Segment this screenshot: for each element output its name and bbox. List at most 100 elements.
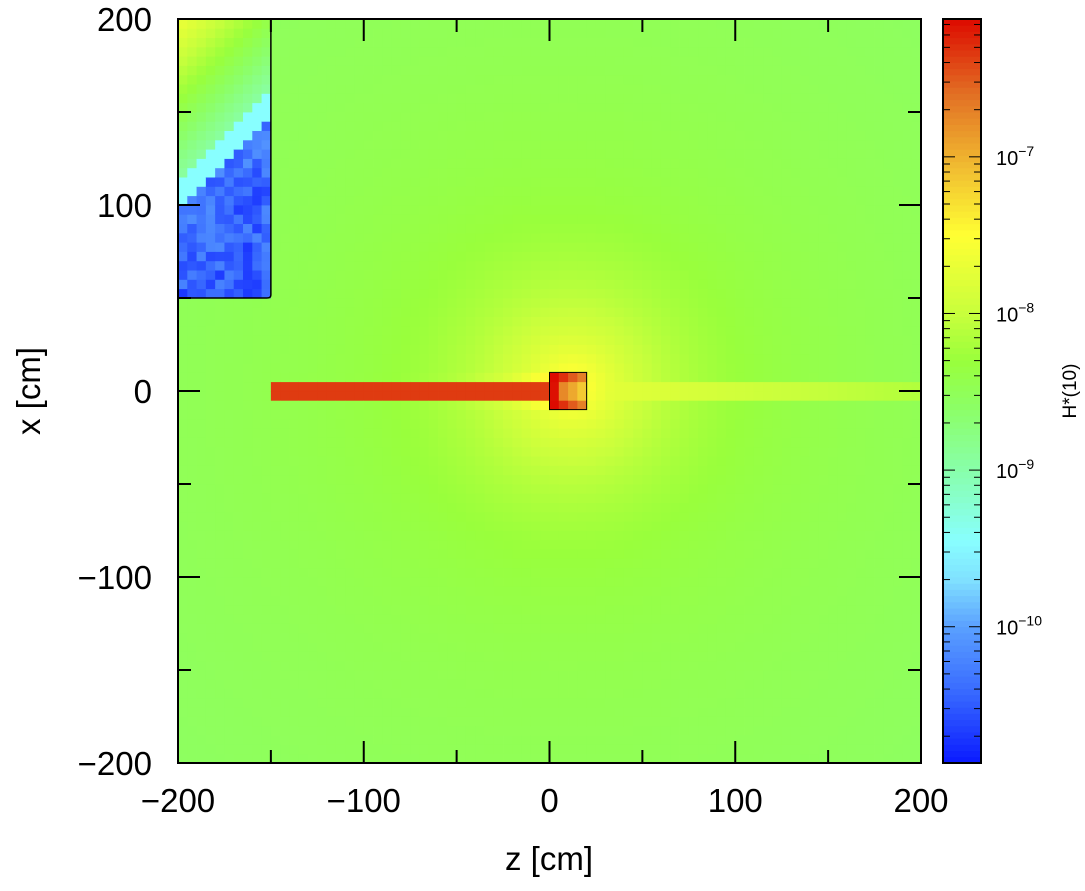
- heatmap-cell: [391, 93, 402, 104]
- heatmap-cell: [549, 456, 560, 466]
- heatmap-cell: [670, 707, 680, 717]
- heatmap-cell: [670, 242, 680, 252]
- heatmap-cell: [233, 46, 244, 57]
- heatmap-cell: [196, 205, 207, 215]
- heatmap-cell: [280, 484, 290, 494]
- heatmap-cell: [558, 28, 569, 38]
- heatmap-cell: [438, 716, 448, 727]
- heatmap-cell: [428, 409, 439, 420]
- heatmap-cell: [586, 298, 597, 308]
- heatmap-cell: [196, 586, 207, 596]
- heatmap-cell: [205, 19, 216, 29]
- heatmap-cell: [196, 502, 207, 513]
- heatmap-cell: [475, 493, 485, 503]
- heatmap-cell: [354, 46, 365, 57]
- heatmap-cell: [521, 632, 532, 643]
- heatmap-cell: [688, 19, 699, 29]
- heatmap-cell: [512, 232, 523, 243]
- heatmap-cell: [438, 363, 448, 373]
- heatmap-cell: [400, 614, 411, 624]
- heatmap-cell: [465, 735, 476, 745]
- heatmap-cell: [698, 195, 708, 206]
- heatmap-cell: [280, 502, 290, 513]
- heatmap-cell: [503, 363, 513, 373]
- heatmap-cell: [642, 260, 653, 271]
- heatmap-cell: [549, 446, 560, 457]
- heatmap-cell: [698, 679, 708, 689]
- heatmap-cell: [187, 688, 197, 699]
- heatmap-cell: [651, 298, 662, 308]
- heatmap-cell: [493, 84, 504, 94]
- heatmap-cell: [633, 577, 643, 587]
- heatmap-cell: [660, 335, 671, 345]
- heatmap-cell: [270, 623, 281, 634]
- heatmap-cell: [326, 418, 337, 429]
- heatmap-cell: [558, 697, 569, 708]
- heatmap-cell: [178, 74, 188, 85]
- heatmap-cell: [623, 84, 634, 94]
- heatmap-cell: [716, 353, 727, 364]
- heatmap-cell: [205, 651, 216, 662]
- heatmap-cell: [196, 112, 207, 122]
- heatmap-cell: [660, 465, 671, 476]
- heatmap-cell: [623, 74, 634, 85]
- heatmap-cell: [521, 37, 532, 48]
- heatmap-cell: [335, 465, 346, 476]
- heatmap-cell: [493, 651, 504, 662]
- heatmap-cell: [252, 437, 262, 448]
- heatmap-cell: [438, 437, 448, 448]
- heatmap-cell: [512, 130, 523, 141]
- heatmap-cell: [521, 409, 532, 420]
- heatmap-cell: [280, 558, 290, 569]
- heatmap-cell: [540, 195, 550, 206]
- heatmap-cell: [716, 688, 727, 699]
- heatmap-cell: [391, 65, 402, 76]
- heatmap-cell: [512, 744, 523, 755]
- heatmap-cell: [521, 391, 532, 401]
- heatmap-cell: [586, 186, 597, 197]
- heatmap-cell: [568, 511, 578, 522]
- heatmap-cell: [326, 660, 337, 671]
- heatmap-cell: [205, 493, 216, 503]
- heatmap-cell: [456, 288, 467, 299]
- heatmap-cell: [651, 409, 662, 420]
- heatmap-cell: [187, 149, 197, 159]
- heatmap-cell: [280, 586, 290, 596]
- heatmap-cell: [438, 428, 448, 438]
- heatmap-cell: [577, 614, 588, 624]
- heatmap-cell: [326, 288, 337, 299]
- heatmap-cell: [298, 409, 309, 420]
- heatmap-cell: [224, 604, 235, 615]
- heatmap-cell: [363, 298, 374, 308]
- heatmap-cell: [224, 46, 235, 57]
- heatmap-cell: [196, 716, 207, 727]
- heatmap-cell: [428, 660, 439, 671]
- heatmap-cell: [326, 242, 337, 252]
- heatmap-cell: [503, 595, 513, 606]
- heatmap-cell: [354, 493, 365, 503]
- heatmap-cell: [670, 93, 680, 104]
- heatmap-cell: [568, 167, 578, 178]
- heatmap-cell: [419, 37, 430, 48]
- heatmap-cell: [233, 670, 244, 680]
- heatmap-cell: [475, 121, 485, 131]
- heatmap-cell: [261, 149, 272, 159]
- heatmap-cell: [354, 586, 365, 596]
- heatmap-cell: [577, 167, 588, 178]
- heatmap-cell: [707, 418, 718, 429]
- heatmap-cell: [335, 660, 346, 671]
- heatmap-cell: [224, 298, 235, 308]
- heatmap-cell: [243, 288, 253, 299]
- heatmap-cell: [243, 539, 253, 550]
- heatmap-cell: [614, 586, 625, 596]
- heatmap-cell: [725, 549, 736, 559]
- heatmap-cell: [243, 167, 253, 178]
- heatmap-cell: [735, 325, 745, 336]
- heatmap-cell: [205, 642, 216, 652]
- heatmap-cell: [308, 372, 318, 383]
- heatmap-cell: [530, 502, 541, 513]
- heatmap-cell: [447, 735, 458, 745]
- heatmap-cell: [280, 279, 290, 290]
- heatmap-cell: [419, 577, 430, 587]
- heatmap-cell: [196, 530, 207, 541]
